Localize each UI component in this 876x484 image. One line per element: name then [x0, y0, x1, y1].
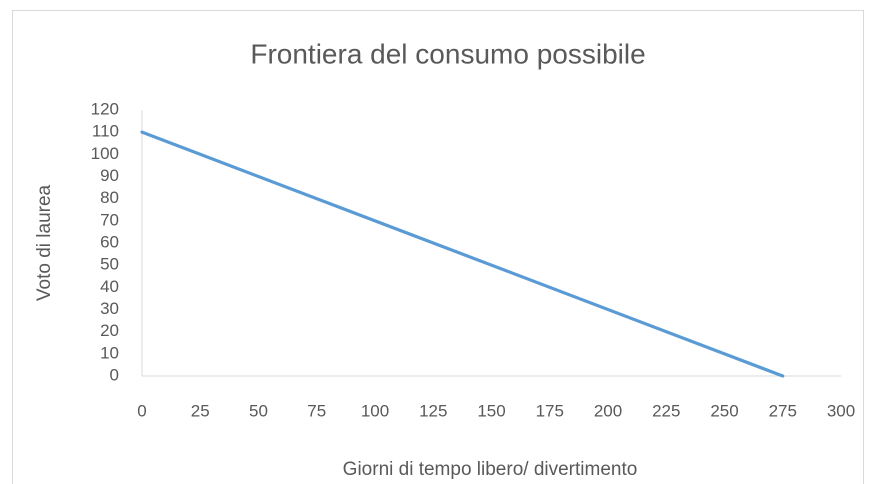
- y-tick-label: 100: [91, 144, 119, 163]
- x-axis-label: Giorni di tempo libero/ divertimento: [343, 459, 638, 480]
- x-tick-label: 150: [477, 401, 505, 420]
- x-tick-label: 25: [191, 401, 210, 420]
- y-tick-label: 120: [91, 99, 119, 118]
- y-tick-label: 10: [100, 343, 119, 362]
- y-tick-label: 0: [110, 365, 119, 384]
- y-axis-label: Voto di laurea: [34, 184, 55, 301]
- x-tick-label: 75: [307, 401, 326, 420]
- y-tick-label: 40: [100, 277, 119, 296]
- x-tick-label: 175: [536, 401, 564, 420]
- x-tick-label: 0: [137, 401, 146, 420]
- y-tick-label: 50: [100, 255, 119, 274]
- x-tick-label: 200: [594, 401, 622, 420]
- chart-title: Frontiera del consumo possibile: [250, 38, 645, 69]
- y-tick-label: 60: [100, 232, 119, 251]
- x-tick-label: 50: [249, 401, 268, 420]
- x-tick-label: 275: [769, 401, 797, 420]
- data-line: [140, 130, 785, 378]
- x-tick-label: 100: [361, 401, 389, 420]
- y-tick-label: 90: [100, 166, 119, 185]
- y-tick-label: 20: [100, 321, 119, 340]
- y-tick-label: 70: [100, 210, 119, 229]
- x-tick-label: 250: [710, 401, 738, 420]
- y-tick-label: 30: [100, 299, 119, 318]
- y-tick-label: 110: [92, 122, 119, 141]
- y-tick-label: 80: [100, 188, 119, 207]
- x-tick-label: 125: [419, 401, 447, 420]
- chart-border: [12, 10, 864, 484]
- x-tick-label: 225: [652, 401, 680, 420]
- x-tick-label: 300: [827, 401, 855, 420]
